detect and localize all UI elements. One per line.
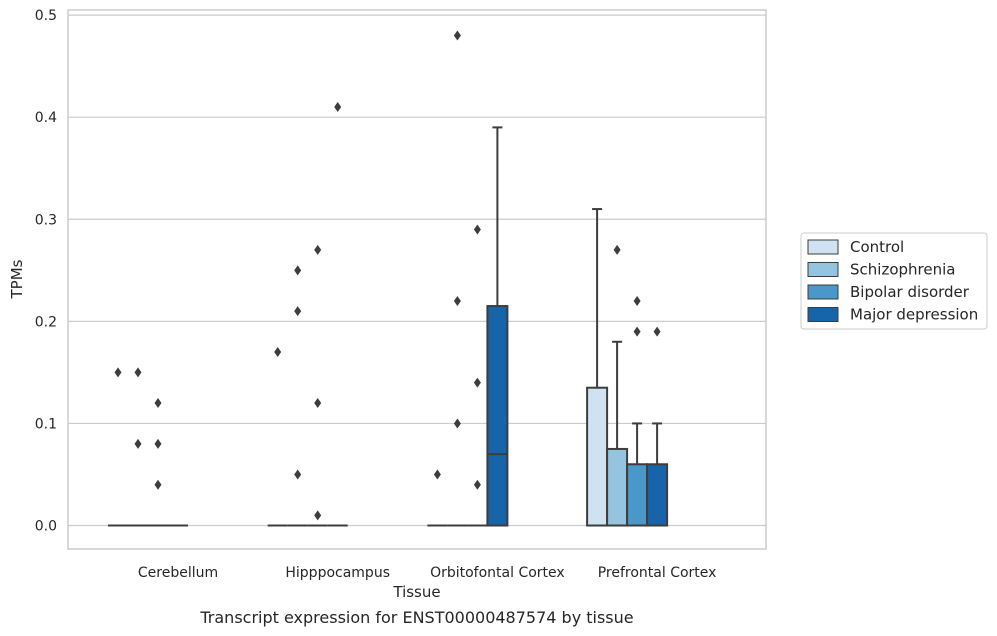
outlier-point bbox=[633, 326, 641, 337]
outlier-point bbox=[134, 367, 142, 378]
outlier-point bbox=[154, 438, 162, 449]
box bbox=[586, 386, 609, 527]
legend: Control Schizophrenia Bipolar disorder Majo… bbox=[800, 232, 988, 330]
outlier-point bbox=[473, 479, 481, 490]
legend-label: Schizophrenia bbox=[850, 261, 955, 279]
outlier-point bbox=[294, 265, 302, 276]
y-axis-ticks: 0.0 0.1 0.2 0.3 0.4 0.5 bbox=[35, 8, 57, 534]
boxes bbox=[108, 126, 669, 527]
box bbox=[646, 463, 669, 527]
outlier-point bbox=[314, 510, 322, 521]
outlier-point bbox=[653, 326, 661, 337]
x-axis-ticks: Cerebellum Hipppocampus Orbitofontal Corte… bbox=[138, 565, 717, 581]
plot-frame bbox=[67, 9, 767, 550]
box bbox=[486, 305, 509, 527]
outlier-point bbox=[154, 479, 162, 490]
y-tick-label: 0.3 bbox=[35, 212, 57, 228]
box bbox=[626, 463, 649, 527]
outlier-point bbox=[274, 346, 282, 357]
legend-swatch bbox=[807, 284, 839, 300]
x-tick-label: Orbitofontal Cortex bbox=[430, 565, 565, 581]
outlier-point bbox=[613, 244, 621, 255]
legend-label: Bipolar disorder bbox=[850, 283, 970, 301]
outlier-point bbox=[114, 367, 122, 378]
outlier-point bbox=[473, 224, 481, 235]
box bbox=[606, 447, 629, 527]
outlier-point bbox=[314, 398, 322, 409]
x-tick-label: Prefrontal Cortex bbox=[598, 565, 717, 581]
outlier-point bbox=[334, 101, 342, 112]
x-axis-label: Tissue bbox=[392, 583, 440, 601]
outlier-point bbox=[633, 295, 641, 306]
outlier-point bbox=[154, 398, 162, 409]
legend-label: Control bbox=[850, 238, 904, 256]
legend-swatch bbox=[807, 307, 839, 322]
y-tick-label: 0.4 bbox=[35, 110, 57, 126]
chart-caption: Transcript expression for ENST0000048757… bbox=[199, 608, 633, 627]
outlier-point bbox=[453, 30, 461, 41]
y-tick-label: 0.0 bbox=[35, 519, 57, 535]
x-tick-label: Hipppocampus bbox=[285, 565, 390, 581]
outlier-point bbox=[473, 377, 481, 388]
outlier-point bbox=[134, 438, 142, 449]
x-tick-label: Cerebellum bbox=[138, 565, 218, 581]
outlier-point bbox=[433, 469, 441, 480]
gridlines bbox=[68, 14, 766, 527]
legend-swatch bbox=[807, 262, 839, 277]
legend-swatch bbox=[807, 239, 839, 255]
outliers bbox=[114, 30, 661, 521]
y-axis-label: TPMs bbox=[8, 259, 26, 299]
outlier-point bbox=[314, 244, 322, 255]
outlier-point bbox=[294, 469, 302, 480]
y-tick-label: 0.1 bbox=[35, 416, 57, 432]
outlier-point bbox=[294, 306, 302, 317]
y-tick-label: 0.5 bbox=[35, 8, 57, 24]
outlier-point bbox=[453, 295, 461, 306]
legend-frame bbox=[800, 232, 988, 330]
legend-label: Major depression bbox=[850, 306, 978, 324]
outlier-point bbox=[453, 418, 461, 429]
y-tick-label: 0.2 bbox=[35, 314, 57, 330]
